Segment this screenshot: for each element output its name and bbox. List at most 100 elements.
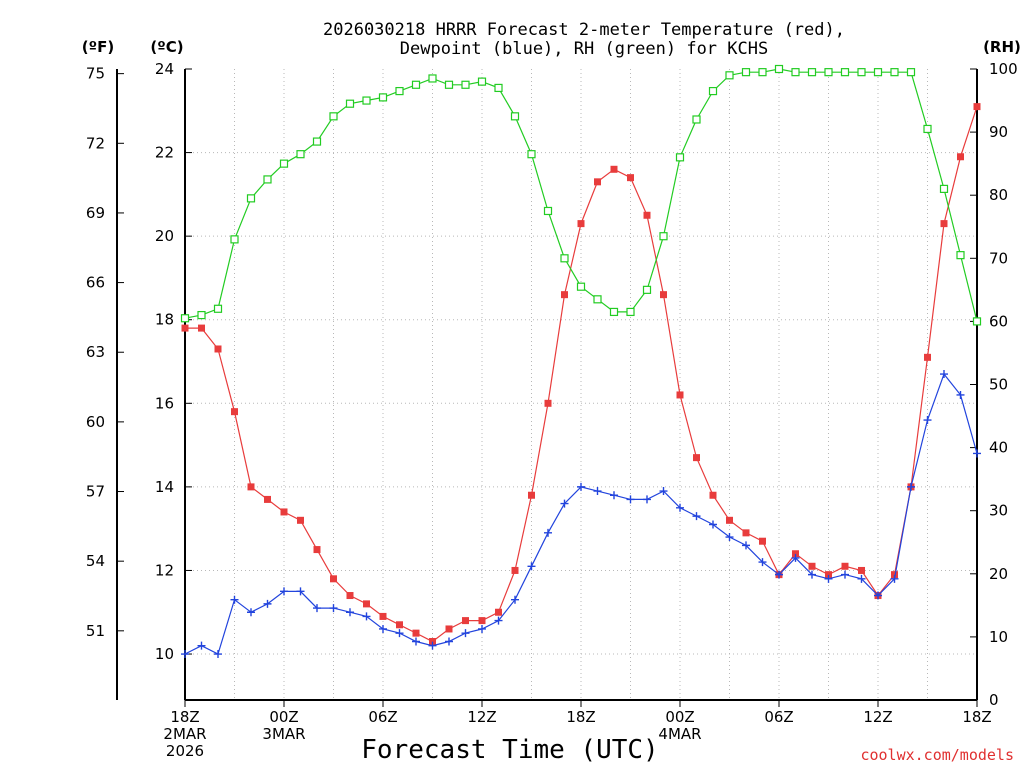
rh-data-point [873,68,883,77]
rh-data-point [972,317,982,326]
temperature-data-point [610,165,618,173]
temperature-data-point [561,291,568,299]
rh-data-point [428,74,437,83]
rh-data-point [411,80,421,89]
temperature-data-point [792,550,799,558]
temperature-data-point [396,621,403,629]
dewpoint-data-point [758,558,767,567]
time-tick-label: 00Z [269,708,298,726]
dewpoint-data-point [247,608,255,617]
rh-tick-label: 30 [989,502,1008,520]
rh-data-point [906,68,916,77]
temperature-data-point [346,592,354,600]
rh-tick-label: 70 [989,249,1008,267]
temperature-data-point [577,220,585,228]
time-tick-label: 18Z [566,708,595,726]
rh-tick-label: 100 [989,60,1018,78]
unit-fahrenheit-label: (ºF) [82,38,114,56]
rh-tick-label: 10 [989,628,1008,646]
time-tick-label: 18Z [170,708,199,726]
temperature-data-point [643,211,651,219]
temperature-data-point [313,546,321,554]
dewpoint-data-point [346,608,354,617]
dewpoint-data-point [280,587,288,596]
rh-tick-label: 80 [989,186,1008,204]
rh-data-point [230,235,239,244]
fahrenheit-tick-label: 60 [86,413,105,431]
rh-data-point [609,307,619,317]
dewpoint-data-point [362,612,371,621]
rh-data-point [675,153,685,162]
dewpoint-data-point [445,637,453,646]
temperature-data-point [841,562,849,570]
rh-data-point [774,64,784,74]
rh-data-point [461,80,470,89]
rh-data-point [791,68,800,77]
temperature-data-point [891,571,898,579]
rh-data-point [857,68,866,77]
dewpoint-data-point [428,641,437,650]
dewpoint-data-point [923,416,932,425]
rh-data-point [923,124,932,134]
dewpoint-data-point [643,495,651,504]
dewpoint-data-point [395,629,404,638]
dewpoint-data-point [626,495,635,504]
rh-data-point [312,137,322,146]
time-tick-label: 06Z [368,708,397,726]
dewpoint-data-point [544,528,552,537]
temperature-data-point [297,516,304,524]
fahrenheit-tick-label: 54 [86,552,105,570]
dewpoint-data-point [973,449,981,458]
rh-data-point [824,68,833,77]
rh-data-point [626,307,635,317]
time-tick-label: 2MAR [163,725,206,743]
celsius-tick-label: 22 [155,144,174,162]
dewpoint-data-point [197,641,206,650]
dewpoint-data-point [560,499,569,508]
rh-data-point [807,68,817,77]
temperature-data-point [742,529,750,537]
rh-data-point [527,150,536,159]
dewpoint-series-line [184,372,978,655]
dewpoint-data-point [577,482,585,491]
dewpoint-data-point [808,570,816,579]
unit-rh-label: (RH) [983,38,1021,56]
dewpoint-data-point [907,482,915,491]
celsius-tick-label: 18 [155,311,174,329]
fahrenheit-tick-label: 63 [86,343,105,361]
rh-data-point [708,86,718,96]
time-tick-label: 2026 [166,742,204,760]
temperature-data-point [858,566,865,574]
dewpoint-data-point [313,604,321,613]
rh-data-point [378,93,388,102]
temperature-data-point [627,174,634,182]
time-tick-label: 12Z [863,708,892,726]
rh-data-point [444,80,454,89]
temperature-data-point [660,291,667,299]
celsius-tick-label: 10 [155,645,174,663]
rh-data-point [510,112,520,121]
rh-data-point [296,150,305,159]
dewpoint-data-point [511,595,519,604]
rh-data-point [659,232,668,241]
temperature-data-point [759,537,766,545]
rh-data-point [395,86,404,96]
rh-data-point [758,68,767,77]
dewpoint-data-point [296,587,305,596]
dewpoint-data-point [461,629,470,638]
temperature-data-point [462,617,469,625]
dewpoint-data-point [214,650,222,659]
temperature-data-point [594,178,601,186]
temperature-data-point [280,508,288,516]
dewpoint-data-point [230,595,239,604]
temperature-data-point [957,153,964,161]
time-tick-label: 4MAR [658,725,701,743]
time-tick-label: 12Z [467,708,496,726]
temperature-data-point [379,612,387,620]
celsius-tick-label: 16 [155,394,174,412]
temperature-data-point [825,571,832,579]
celsius-tick-label: 14 [155,478,174,496]
fahrenheit-tick-label: 72 [86,134,105,152]
temperature-data-point [198,324,205,332]
